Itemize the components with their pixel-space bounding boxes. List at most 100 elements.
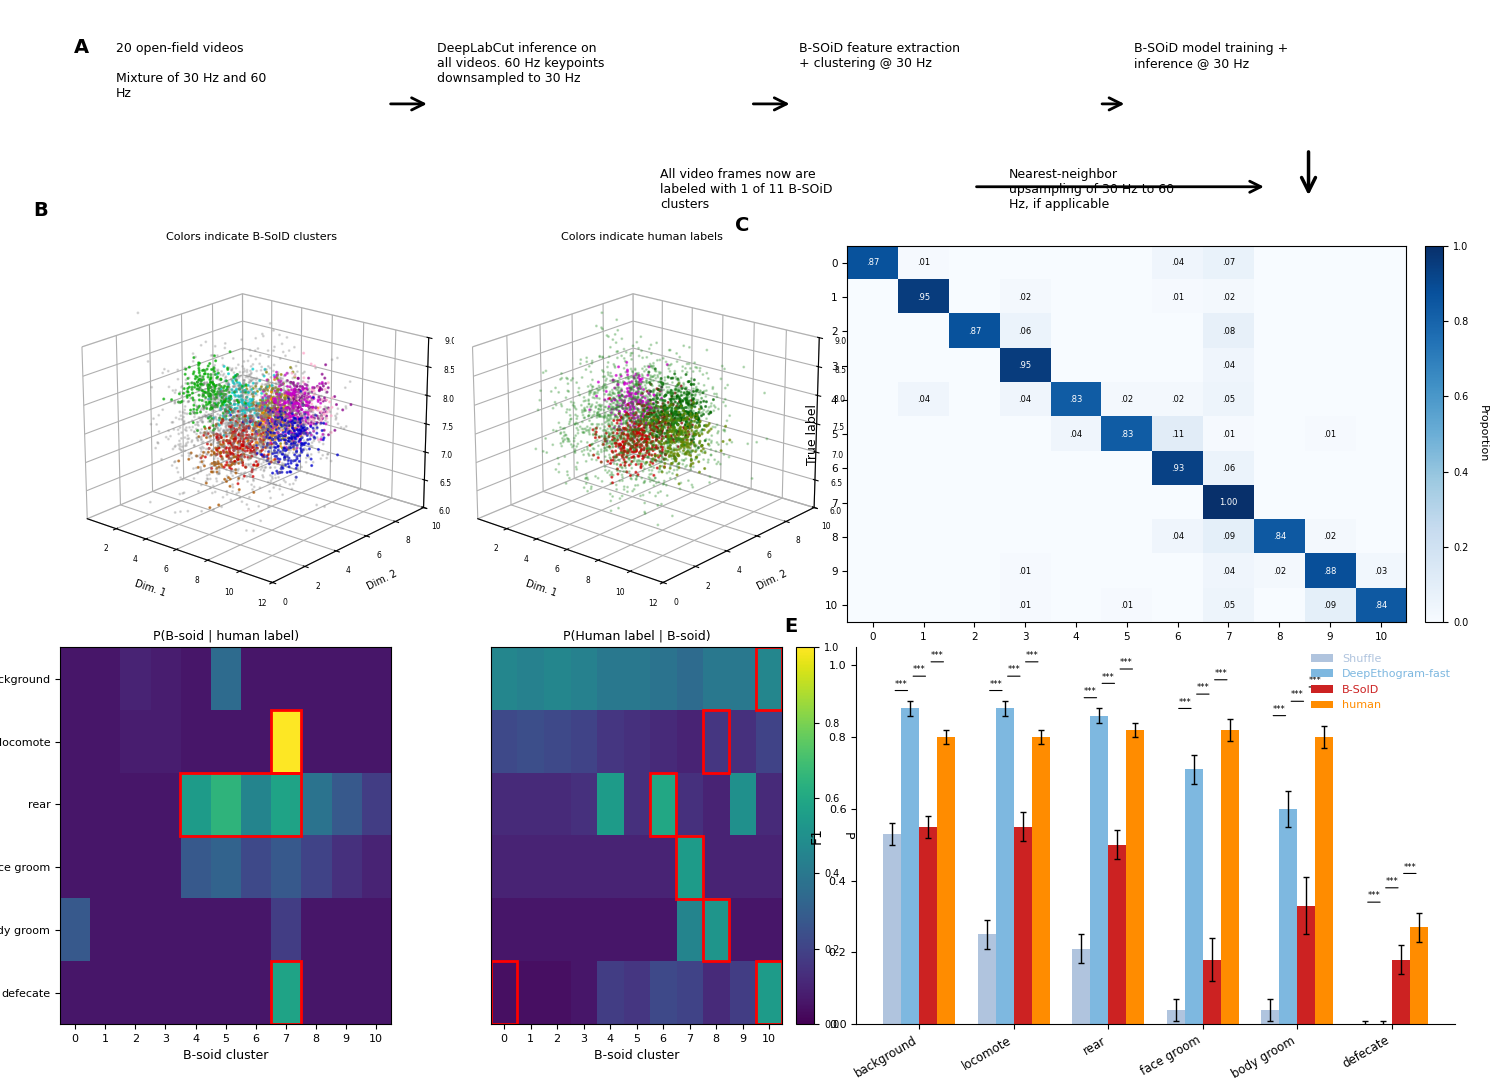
Bar: [1014, 827, 1032, 1024]
Text: ***: ***: [1404, 862, 1416, 872]
Text: .93: .93: [1172, 464, 1185, 473]
Text: DeepLabCut inference on
all videos. 60 Hz keypoints
downsampled to 30 Hz: DeepLabCut inference on all videos. 60 H…: [436, 42, 604, 85]
Text: B: B: [33, 201, 48, 220]
Bar: [920, 827, 938, 1024]
Text: .04: .04: [1222, 567, 1234, 576]
Bar: [490, 962, 517, 1024]
X-axis label: Dim. 1: Dim. 1: [134, 579, 168, 598]
Y-axis label: Dim. 2: Dim. 2: [364, 568, 399, 592]
Bar: [1262, 1010, 1280, 1024]
X-axis label: Dim. 1: Dim. 1: [525, 579, 558, 598]
Y-axis label: F1: F1: [808, 827, 824, 844]
Bar: [756, 962, 783, 1024]
Text: .02: .02: [1222, 292, 1234, 302]
Bar: [1185, 770, 1203, 1024]
Bar: [704, 899, 729, 962]
Text: B-SOiD model training +
inference @ 30 Hz: B-SOiD model training + inference @ 30 H…: [1134, 42, 1288, 70]
Text: Nearest-neighbor
upsampling of 30 Hz to 60
Hz, if applicable: Nearest-neighbor upsampling of 30 Hz to …: [1008, 168, 1173, 211]
Text: .83: .83: [1120, 429, 1134, 439]
Text: .04: .04: [1172, 533, 1184, 541]
Text: .04: .04: [1070, 429, 1083, 439]
Text: E: E: [784, 618, 798, 636]
Bar: [1126, 730, 1144, 1024]
Text: .01: .01: [1172, 292, 1184, 302]
Text: .87: .87: [968, 327, 981, 336]
Text: .09: .09: [1222, 533, 1234, 541]
Text: .02: .02: [1323, 533, 1336, 541]
Bar: [1316, 737, 1334, 1024]
Text: .83: .83: [1070, 396, 1083, 404]
Text: ***: ***: [1008, 665, 1020, 675]
Text: ***: ***: [990, 680, 1002, 689]
Text: ***: ***: [1368, 892, 1380, 900]
X-axis label: B-soid cluster: B-soid cluster: [183, 1049, 268, 1063]
Text: 20 open-field videos

Mixture of 30 Hz and 60
Hz: 20 open-field videos Mixture of 30 Hz an…: [116, 42, 266, 100]
Text: .88: .88: [1323, 567, 1336, 576]
Text: .08: .08: [1222, 327, 1234, 336]
Text: .11: .11: [1172, 429, 1184, 439]
Text: ***: ***: [1120, 659, 1132, 667]
Title: Colors indicate B-SoID clusters: Colors indicate B-SoID clusters: [166, 232, 338, 243]
Text: .02: .02: [1172, 396, 1184, 404]
Bar: [272, 962, 302, 1024]
Text: .07: .07: [1222, 259, 1234, 267]
Bar: [1410, 927, 1428, 1024]
Text: .04: .04: [1172, 259, 1184, 267]
Title: P(B-soid | human label): P(B-soid | human label): [153, 630, 298, 642]
X-axis label: Predicted label: Predicted label: [1080, 648, 1173, 661]
Bar: [938, 737, 956, 1024]
Bar: [756, 648, 783, 710]
Text: ***: ***: [1084, 687, 1096, 696]
Text: .95: .95: [1019, 361, 1032, 370]
Text: .84: .84: [1272, 533, 1286, 541]
Text: ***: ***: [1026, 651, 1038, 660]
Bar: [1108, 845, 1126, 1024]
Bar: [884, 834, 902, 1024]
Text: All video frames now are
labeled with 1 of 11 B-SOiD
clusters: All video frames now are labeled with 1 …: [660, 168, 832, 211]
Text: ***: ***: [932, 651, 944, 660]
Text: ***: ***: [1215, 669, 1227, 678]
Text: 1.00: 1.00: [1220, 498, 1238, 507]
Text: ***: ***: [1179, 697, 1191, 707]
Text: ***: ***: [1292, 691, 1304, 700]
Text: .05: .05: [1222, 600, 1234, 610]
Text: .01: .01: [1019, 600, 1032, 610]
Text: .01: .01: [1120, 600, 1134, 610]
Text: .09: .09: [1323, 600, 1336, 610]
Text: .01: .01: [1019, 567, 1032, 576]
Legend: Shuffle, DeepEthogram-fast, B-SoID, human: Shuffle, DeepEthogram-fast, B-SoID, huma…: [1306, 649, 1455, 715]
Text: .87: .87: [865, 259, 879, 267]
Bar: [1072, 949, 1090, 1024]
Text: .01: .01: [1323, 429, 1336, 439]
Text: ***: ***: [896, 680, 908, 689]
Bar: [1203, 959, 1221, 1024]
Bar: [1167, 1010, 1185, 1024]
Text: .04: .04: [1222, 361, 1234, 370]
Text: .06: .06: [1019, 327, 1032, 336]
Bar: [1280, 808, 1298, 1024]
Bar: [650, 773, 676, 835]
Text: ***: ***: [1197, 683, 1209, 692]
Text: .05: .05: [1222, 396, 1234, 404]
Bar: [1090, 716, 1108, 1024]
Bar: [1221, 730, 1239, 1024]
Text: A: A: [74, 38, 88, 57]
Text: ***: ***: [1102, 673, 1114, 681]
Bar: [676, 835, 703, 899]
Text: ***: ***: [914, 665, 926, 675]
Text: .02: .02: [1274, 567, 1286, 576]
Bar: [996, 708, 1014, 1024]
Text: .84: .84: [1374, 600, 1388, 610]
Title: P(Human label | B-soid): P(Human label | B-soid): [562, 630, 711, 642]
Text: ***: ***: [1386, 877, 1398, 886]
Bar: [704, 710, 729, 773]
Text: .06: .06: [1222, 464, 1234, 473]
Y-axis label: P: P: [840, 832, 854, 840]
Title: Colors indicate human labels: Colors indicate human labels: [561, 232, 723, 243]
Text: .95: .95: [916, 292, 930, 302]
Bar: [272, 710, 302, 773]
Bar: [1392, 959, 1410, 1024]
Bar: [902, 708, 920, 1024]
Bar: [180, 773, 302, 835]
Text: .03: .03: [1374, 567, 1388, 576]
